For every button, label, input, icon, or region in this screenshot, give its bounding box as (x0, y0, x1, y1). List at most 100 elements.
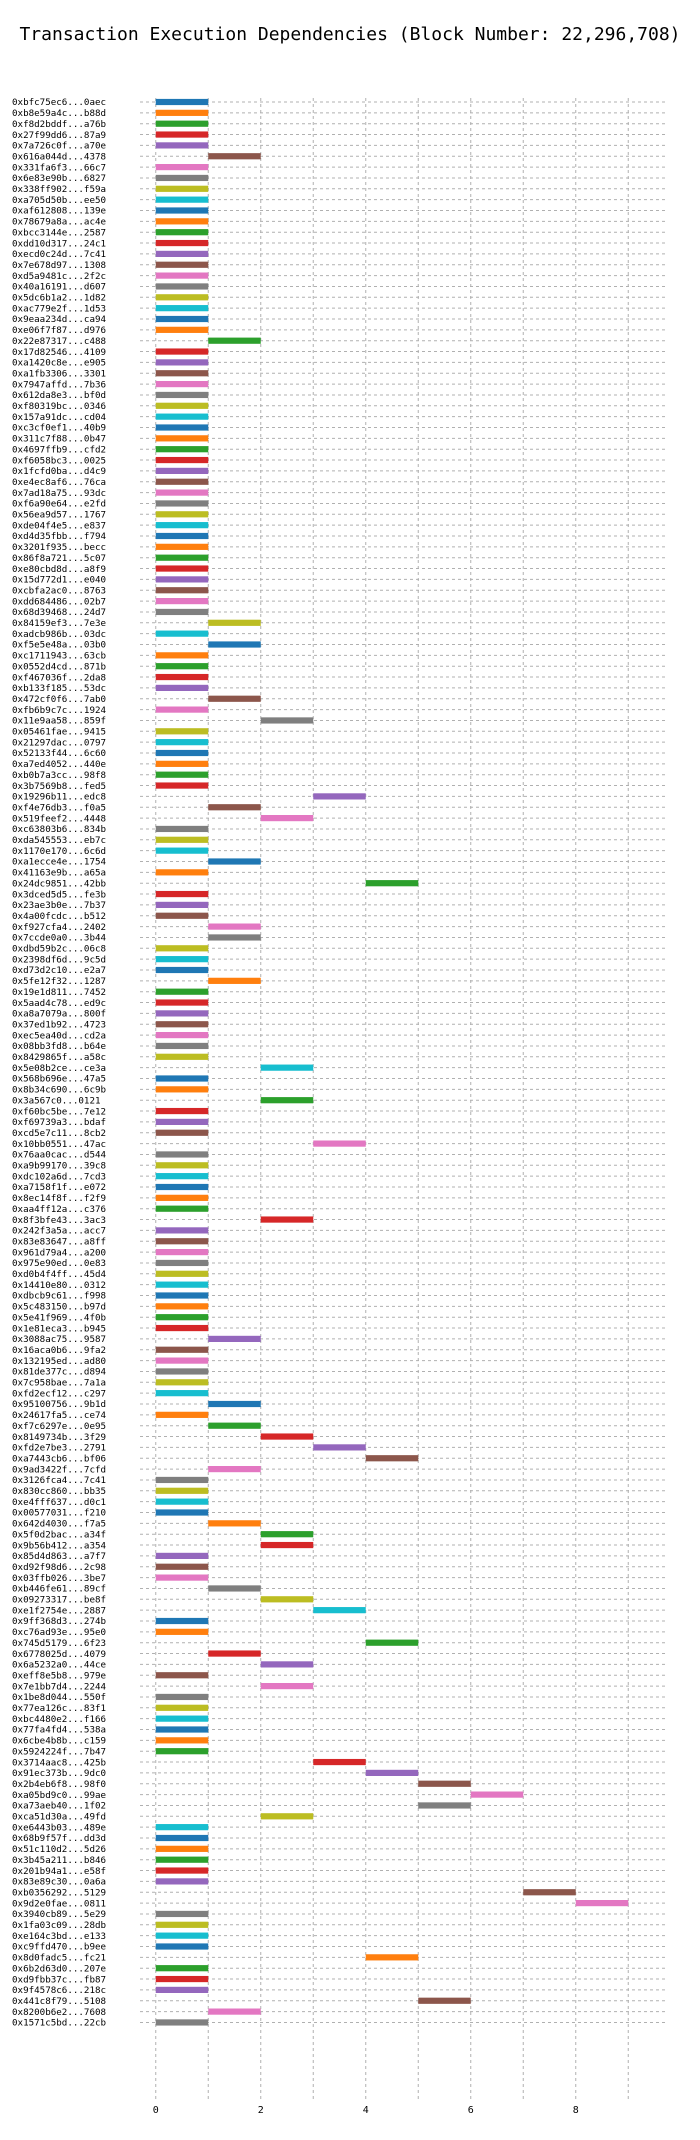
y-tick-label: 0xe06f7f87...d976 (12, 325, 106, 336)
bar (155, 739, 209, 746)
bar (155, 2019, 209, 2026)
bar (155, 1270, 209, 1277)
y-tick-label: 0x37ed1b92...4723 (12, 1019, 106, 1030)
y-tick-label: 0x8149734b...3f29 (12, 1432, 106, 1443)
bar (155, 261, 209, 268)
y-tick-label: 0xc63803b6...834b (12, 824, 106, 835)
bar (155, 239, 209, 247)
y-tick-label: 0x5dc6b1a2...1d82 (12, 293, 106, 304)
bar (155, 1704, 209, 1711)
bar (155, 489, 209, 496)
bar (155, 966, 209, 974)
bar (155, 1574, 209, 1581)
bar (155, 1834, 209, 1842)
bar (155, 1042, 209, 1050)
y-tick-label: 0xfd2ecf12...c297 (12, 1388, 106, 1399)
y-tick-label: 0x1170e170...6c6d (12, 846, 106, 857)
y-tick-label: 0x03ffb026...3be7 (12, 1573, 106, 1584)
bar (260, 1813, 314, 1820)
y-tick-label: 0x05461fae...9415 (12, 727, 106, 738)
bar (155, 1021, 209, 1028)
y-tick-label: 0xb0356292...5129 (12, 1887, 106, 1898)
bar (155, 142, 209, 149)
y-tick-label: 0xdd10d317...24c1 (12, 238, 106, 249)
bar (260, 815, 314, 822)
bar (155, 652, 209, 659)
x-tick-label: 8 (573, 2105, 579, 2116)
bar (155, 608, 209, 616)
y-tick-label: 0xf6a90e64...e2fd (12, 499, 106, 510)
y-tick-label: 0x745d5179...6f23 (12, 1638, 106, 1649)
y-tick-label: 0x5f0d2bac...a34f (12, 1529, 106, 1540)
y-tick-label: 0x68b9f57f...dd3d (12, 1833, 106, 1844)
y-tick-label: 0x5e41f969...4f0b (12, 1312, 106, 1323)
y-tick-label: 0x6e83e90b...6827 (12, 173, 106, 184)
y-tick-label: 0xf6058bc3...0025 (12, 455, 106, 466)
bar (155, 1107, 209, 1115)
y-tick-label: 0xaa4ff12a...c376 (12, 1204, 106, 1215)
y-tick-label: 0x6778025d...4079 (12, 1649, 106, 1660)
x-tick-labels: 0 2 4 6 8 (153, 2105, 579, 2116)
y-tick-label: 0x14410e80...0312 (12, 1280, 106, 1291)
bar (155, 1118, 209, 1125)
bar (155, 413, 209, 420)
y-tick-label: 0x8f3bfe43...3ac3 (12, 1215, 106, 1226)
bar (155, 869, 209, 876)
bar (208, 858, 261, 865)
bar (155, 402, 209, 409)
y-tick-label: 0x441c8f79...5108 (12, 1996, 106, 2007)
bar (155, 1487, 209, 1494)
bar (155, 999, 209, 1006)
y-tick-label: 0x77ea126c...83f1 (12, 1703, 106, 1714)
bar (470, 1791, 524, 1798)
y-tick-label: 0x568b696e...47a5 (12, 1074, 106, 1085)
y-tick-label: 0x3940cb89...5e29 (12, 1909, 106, 1920)
x-tick-label: 0 (153, 2105, 159, 2116)
bar (155, 348, 209, 355)
bar (155, 598, 209, 605)
y-tick-label: 0x1571c5bd...22cb (12, 2018, 106, 2029)
bar (313, 1758, 366, 1766)
bar (155, 890, 209, 898)
y-tick-label: 0x7a726c0f...a70e (12, 141, 106, 152)
bar (155, 1617, 209, 1625)
bar (155, 381, 209, 388)
y-tick-label: 0x242f3a5a...acc7 (12, 1226, 106, 1237)
bar (208, 1466, 261, 1473)
bar (155, 771, 209, 778)
bar (313, 1140, 366, 1147)
bar (155, 1628, 209, 1635)
bar (155, 1824, 209, 1831)
y-tick-label: 0x00577031...f210 (12, 1508, 106, 1519)
bar (365, 1455, 419, 1462)
y-tick-label: 0xc3cf0ef1...40b9 (12, 423, 106, 434)
bar (155, 1238, 209, 1245)
bar (155, 1194, 209, 1201)
y-tick-label: 0x1be8d044...550f (12, 1692, 106, 1703)
y-tick-label: 0x7e678d97...1308 (12, 260, 106, 271)
y-tick-label: 0x3b7569b8...fed5 (12, 781, 106, 792)
bar (155, 1173, 209, 1180)
y-tick-label: 0x1e81eca3...b945 (12, 1323, 106, 1334)
bar (155, 782, 209, 789)
y-tick-label: 0x642d4030...f7a5 (12, 1519, 106, 1530)
y-tick-label: 0x68d39468...24d7 (12, 607, 106, 618)
y-tick-label: 0x7947affd...7b36 (12, 379, 106, 390)
bar (155, 391, 209, 399)
bar (155, 511, 209, 518)
y-tick-label: 0xb0b7a3cc...98f8 (12, 770, 106, 781)
bar (155, 1563, 209, 1570)
bar (208, 1585, 261, 1592)
y-tick-label: 0x7e1bb7d4...2244 (12, 1681, 107, 1692)
bar (155, 673, 209, 681)
bar (155, 1346, 209, 1353)
y-tick-label: 0x6a5232a0...44ce (12, 1660, 106, 1671)
y-tick-label: 0xa8a7079a...800f (12, 1009, 106, 1020)
bar (155, 988, 209, 995)
bar (155, 945, 209, 952)
y-tick-label: 0xde04f4e5...e837 (12, 520, 106, 531)
y-tick-label: 0x6b2d63d0...207e (12, 1963, 106, 1974)
bar (208, 619, 261, 626)
bar (155, 760, 209, 767)
